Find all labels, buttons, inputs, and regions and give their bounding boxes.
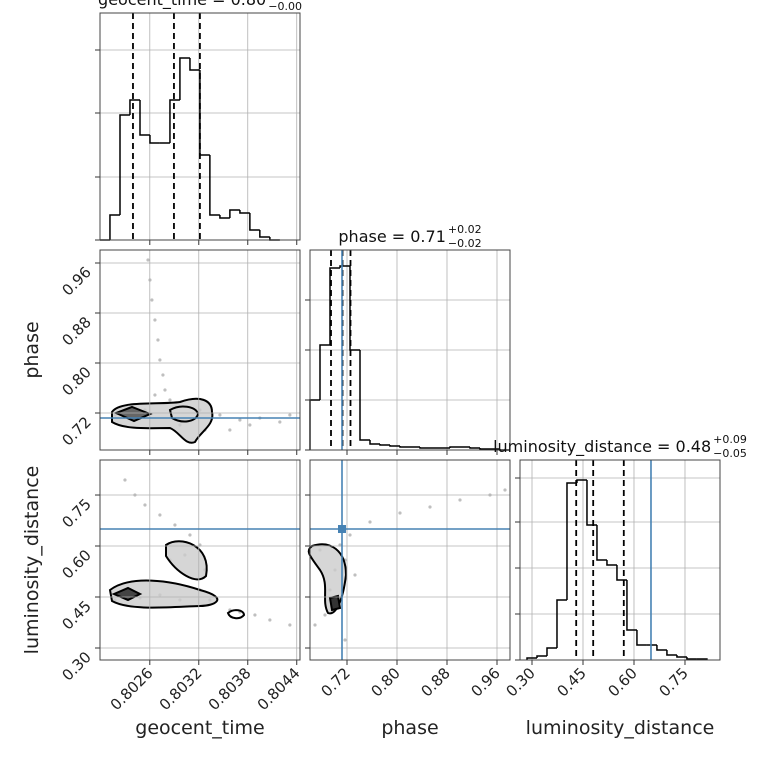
panel-frame <box>309 459 511 661</box>
histogram-step <box>129 99 140 115</box>
histogram-step <box>449 446 460 448</box>
histogram-step <box>179 57 190 100</box>
histogram-step <box>229 209 240 218</box>
panel-title: luminosity_distance = 0.48 <box>493 437 711 457</box>
sample-point <box>288 413 292 417</box>
title-upper: +0.09 <box>713 433 747 446</box>
sample-point <box>353 573 357 577</box>
histogram-step <box>359 350 370 441</box>
sample-point <box>238 418 242 422</box>
histogram-step <box>546 647 557 656</box>
sample-point <box>503 488 507 492</box>
panel-frame <box>99 249 301 451</box>
sample-point <box>278 420 282 424</box>
title-lower: −0.00 <box>268 0 302 13</box>
contour <box>168 405 200 423</box>
histogram-step <box>676 655 687 658</box>
histogram-step <box>566 482 577 600</box>
histogram-step <box>526 657 537 660</box>
title-lower: −0.05 <box>713 447 747 460</box>
title-upper: +0.02 <box>448 223 482 236</box>
contours-layer <box>108 397 348 620</box>
histogram-step <box>189 58 200 71</box>
sample-point <box>253 613 257 617</box>
sample-point <box>123 478 127 482</box>
truth-marker <box>338 525 346 534</box>
histogram-step <box>399 446 410 448</box>
sample-point <box>173 523 177 527</box>
histogram-step <box>209 155 220 216</box>
sample-point <box>163 388 167 392</box>
histogram-step <box>656 645 667 651</box>
sample-point <box>188 533 192 537</box>
histogram-step <box>339 265 350 268</box>
histogram-step <box>219 215 230 219</box>
panel-frame <box>309 249 511 451</box>
sample-point <box>153 318 157 322</box>
sample-point <box>158 513 162 517</box>
histogram-step <box>666 650 677 656</box>
panel-title: phase = 0.71 <box>338 227 445 246</box>
sample-point <box>248 423 252 427</box>
histogram-step <box>149 135 160 144</box>
sample-point <box>348 533 352 537</box>
sample-point <box>158 358 162 362</box>
title-lower: −0.02 <box>448 237 482 250</box>
x-axis-label: geocent_time <box>135 717 264 739</box>
sample-point <box>458 498 462 502</box>
panel-frame <box>99 459 301 661</box>
contour <box>226 609 246 620</box>
sample-point <box>323 613 327 617</box>
histogram-step <box>109 214 120 240</box>
histogram-step <box>536 655 547 658</box>
x-axis-label: luminosity_distance <box>526 717 715 739</box>
sample-point <box>368 520 372 524</box>
sample-point <box>168 398 172 402</box>
sample-point <box>150 298 154 302</box>
histogram-step <box>596 525 607 561</box>
y-axis-label: luminosity_distance <box>21 466 43 655</box>
histogram-step <box>469 447 480 449</box>
panel-title: geocent_time = 0.80 <box>98 0 266 10</box>
sample-point <box>268 618 272 622</box>
sample-point <box>428 505 432 509</box>
sample-point <box>398 511 402 515</box>
sample-point <box>228 428 232 432</box>
sample-point <box>143 503 147 507</box>
histogram-step <box>329 267 340 345</box>
sample-point <box>218 413 222 417</box>
sample-point <box>153 393 157 397</box>
histogram-step <box>479 448 490 450</box>
x-axis-label: phase <box>381 717 438 739</box>
sample-point <box>313 623 317 627</box>
sample-point <box>156 338 160 342</box>
histogram-step <box>259 230 270 238</box>
histogram-step <box>319 344 330 400</box>
histogram-step <box>556 599 567 648</box>
histogram-step <box>389 445 400 447</box>
sample-point <box>161 373 165 377</box>
histogram-step <box>249 213 260 231</box>
histogram-step <box>626 580 637 631</box>
histogram-step <box>119 114 130 215</box>
histogram-step <box>169 99 180 143</box>
panel-frame <box>99 12 301 241</box>
sample-point <box>343 638 347 642</box>
histogram-step <box>636 630 647 646</box>
contour <box>165 540 208 581</box>
histogram-step <box>419 447 430 449</box>
histogram-step <box>239 210 250 214</box>
sample-point <box>146 258 150 262</box>
panel-frame <box>519 459 721 661</box>
histogram-step <box>686 657 697 660</box>
sample-point <box>288 623 292 627</box>
histogram-step <box>606 560 617 566</box>
histogram-step <box>379 444 390 446</box>
contour <box>328 594 342 612</box>
y-axis-label: phase <box>21 321 43 378</box>
histogram-step <box>369 440 380 445</box>
histogram-step <box>139 100 150 136</box>
